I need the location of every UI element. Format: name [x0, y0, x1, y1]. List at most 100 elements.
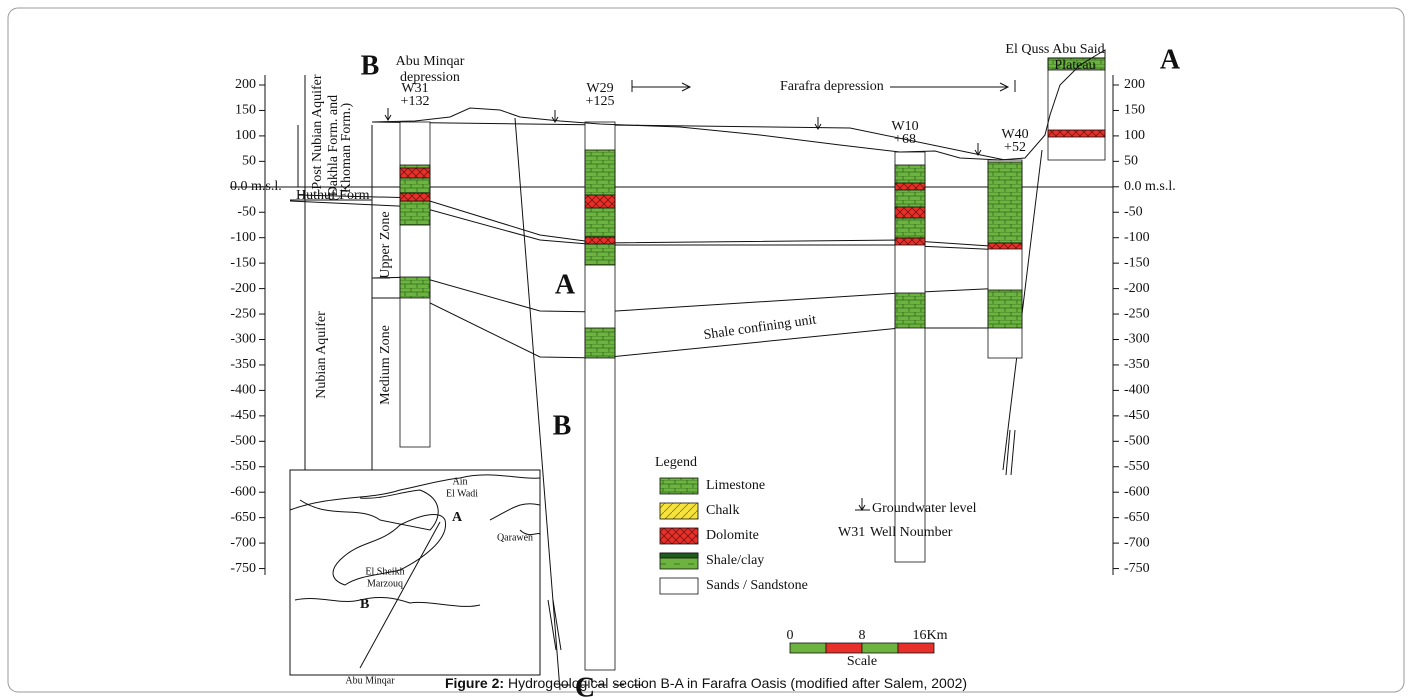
layer: [894, 237, 926, 246]
label: -450: [1124, 408, 1150, 423]
label: Abu Minqar: [396, 54, 465, 69]
legend-swatch: [659, 577, 699, 595]
label: 50: [1124, 154, 1138, 169]
label: A: [452, 510, 463, 525]
map-section: [359, 521, 441, 669]
label: Farafra depression: [780, 79, 884, 94]
label: -300: [230, 332, 256, 347]
label: A: [1160, 44, 1181, 75]
label: W31: [838, 525, 865, 540]
label: (Dakhla Form. and: [326, 95, 341, 201]
label: -700: [230, 535, 256, 550]
label: 100: [1124, 128, 1145, 143]
label: -200: [230, 281, 256, 296]
label: -600: [230, 484, 256, 499]
label: B: [361, 50, 380, 81]
fault: [514, 117, 561, 691]
label: -550: [230, 459, 256, 474]
layer: [987, 242, 1023, 250]
label: -450: [230, 408, 256, 423]
label: Scale: [847, 654, 877, 669]
label: Limestone: [706, 478, 765, 493]
layer: [584, 327, 616, 359]
label: -100: [1124, 230, 1150, 245]
label: +68: [894, 132, 916, 147]
caption-label: Figure 2:: [445, 675, 504, 691]
label: 200: [1124, 77, 1145, 92]
label: -200: [1124, 281, 1150, 296]
fault: [1002, 149, 1043, 471]
label: -700: [1124, 535, 1150, 550]
label: B: [553, 410, 572, 441]
label: -750: [230, 561, 256, 576]
layer: [399, 200, 431, 226]
map-outline: [332, 514, 446, 586]
label: Plateau: [1054, 58, 1095, 73]
arrow: [551, 110, 559, 123]
label: +52: [1004, 140, 1026, 155]
layer: [399, 276, 431, 299]
unit-line: [290, 125, 390, 299]
label: 200: [235, 77, 256, 92]
label: Marzouq: [367, 578, 403, 589]
label: +132: [401, 94, 430, 109]
topography: [371, 49, 1106, 161]
label: Well Noumber: [870, 525, 953, 540]
arrow: [974, 143, 982, 156]
arrow: [384, 108, 392, 121]
label: W31: [401, 81, 428, 96]
layer: [584, 149, 616, 238]
label: Abu Minqar: [345, 675, 395, 686]
label: -150: [230, 255, 256, 270]
map-outline: [299, 489, 439, 531]
caption-text: Hydrogeological section B-A in Farafra O…: [504, 675, 967, 691]
caption: Figure 2: Hydrogeological section B-A in…: [445, 675, 967, 691]
label: Groundwater level: [872, 501, 977, 516]
plateau: [1047, 57, 1106, 161]
bracket: [890, 80, 1016, 92]
layer: [584, 236, 616, 245]
map-outline: [289, 474, 541, 511]
layer: [894, 182, 926, 191]
label: Huthuf Form: [296, 188, 370, 203]
label: 50: [242, 154, 256, 169]
label: 150: [1124, 103, 1145, 118]
layer: [584, 194, 616, 209]
label: Shale/clay: [706, 553, 764, 568]
label: 150: [235, 103, 256, 118]
bracket: [631, 80, 692, 92]
label: depression: [400, 70, 460, 85]
label: Post Nubian Aquifer: [310, 74, 325, 189]
layer: [399, 167, 431, 179]
label: 16Km: [913, 628, 948, 643]
label: W10: [891, 119, 918, 134]
label: W29: [586, 81, 613, 96]
label: El Wadi: [446, 488, 478, 499]
label: -600: [1124, 484, 1150, 499]
layer: [987, 161, 1023, 244]
legend-arrow: [855, 498, 870, 511]
label: -750: [1124, 561, 1150, 576]
legend-swatch: [659, 477, 699, 495]
label: Qarawen: [497, 532, 533, 543]
layer: [584, 243, 616, 266]
label: Sands / Sandstone: [706, 578, 808, 593]
arrow: [814, 117, 822, 130]
layer: [1047, 129, 1106, 138]
scale-segment: [897, 642, 935, 654]
label: El Quss Abu Said: [1005, 42, 1104, 57]
label: C: [575, 672, 595, 700]
layer: [987, 289, 1023, 329]
layer: [894, 292, 926, 329]
label: Dolomite: [706, 528, 759, 543]
label: -150: [1124, 255, 1150, 270]
map-outline: [294, 596, 481, 607]
scale-segment: [825, 642, 863, 654]
label: -400: [230, 383, 256, 398]
label: 100: [235, 128, 256, 143]
label: -500: [1124, 434, 1150, 449]
label: Ain: [453, 476, 468, 487]
map-outline: [489, 503, 541, 536]
label: +125: [586, 94, 615, 109]
